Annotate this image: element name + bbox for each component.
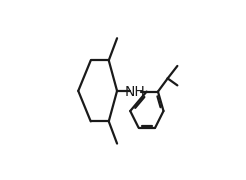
Text: NH: NH [125,85,146,99]
